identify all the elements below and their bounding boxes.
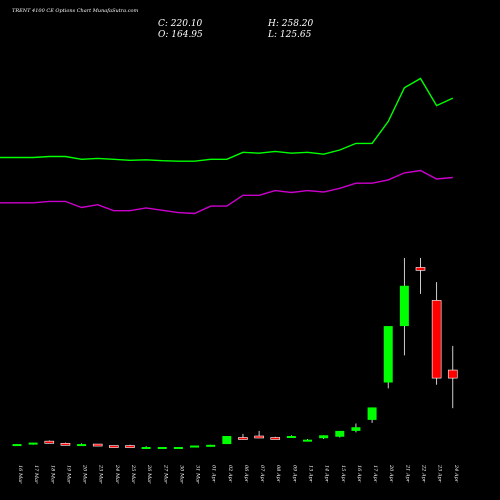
candles — [12, 257, 458, 450]
candle-body-up — [222, 436, 232, 445]
candle-body-up — [319, 435, 329, 439]
candle — [238, 433, 248, 440]
candle — [28, 442, 38, 445]
candle — [206, 444, 216, 447]
candle — [270, 436, 281, 440]
candle — [319, 435, 329, 439]
candle-body-up — [157, 447, 167, 450]
candle-body-up — [141, 447, 151, 450]
chart-title: TRENT 4100 CE Options Chart MunafaSutra.… — [12, 8, 139, 14]
x-tick-label: 25 Mar — [130, 464, 136, 484]
candle — [351, 423, 361, 433]
x-tick-label: 20 Mar — [82, 464, 88, 484]
candle — [383, 326, 393, 389]
candle-body-up — [206, 444, 216, 447]
x-tick-label: 16 Mar — [17, 465, 23, 484]
x-tick-label: 17 Apr — [372, 465, 378, 483]
x-tick-label: 08 Apr — [275, 465, 281, 483]
candle-body-up — [351, 427, 361, 431]
candle-body-up — [286, 436, 296, 439]
candle — [254, 430, 264, 439]
candle-body-down — [431, 300, 442, 379]
candle-body-down — [447, 369, 458, 379]
x-tick-label: 23 Mar — [98, 464, 104, 484]
high-price-label: H: 258.20 — [267, 19, 314, 29]
candle-body-down — [270, 437, 281, 440]
x-tick-label: 23 Apr — [437, 464, 443, 483]
low-price-label: L: 125.65 — [267, 30, 312, 40]
candle — [125, 444, 135, 448]
candle — [77, 443, 87, 447]
candle-body-up — [383, 326, 393, 383]
candle — [286, 435, 296, 439]
candle — [173, 447, 183, 450]
x-tick-label: 30 Mar — [178, 465, 184, 484]
close-price-label: C: 220.10 — [158, 19, 203, 29]
x-tick-label: 26 Mar — [146, 464, 152, 484]
x-tick-label: 01 Apr — [211, 465, 217, 483]
x-tick-label: 02 Apr — [227, 465, 233, 483]
x-tick-label: 14 Apr — [324, 465, 330, 483]
candle-body-down — [238, 437, 248, 440]
candle-body-up — [399, 285, 409, 327]
x-tick-label: 27 Mar — [162, 464, 168, 484]
candle — [12, 444, 22, 447]
candle — [447, 345, 458, 409]
x-tick-label: 18 Mar — [49, 465, 55, 484]
candle-body-down — [125, 445, 135, 448]
candle-body-down — [60, 443, 71, 446]
x-tick-label: 22 Apr — [421, 464, 427, 483]
x-tick-label: 20 Apr — [388, 464, 394, 483]
candle — [60, 442, 71, 446]
x-tick-label: 07 Apr — [259, 465, 265, 483]
candle — [222, 436, 232, 445]
candle-body-down — [254, 435, 264, 439]
candle — [335, 430, 345, 438]
indicator-line-1 — [0, 77, 454, 162]
candle — [44, 440, 55, 444]
candle — [190, 445, 200, 448]
x-axis-ticks: 16 Mar 17 Mar 18 Mar 19 Mar 20 Mar 23 Mar 24 M… — [17, 464, 459, 484]
x-tick-label: 31 Mar — [195, 465, 201, 484]
candle — [303, 438, 313, 442]
x-tick-label: 19 Mar — [65, 465, 71, 484]
x-tick-label: 17 Mar — [33, 465, 39, 484]
x-tick-label: 21 Apr — [404, 464, 410, 483]
candle-body-down — [109, 445, 119, 448]
candle-body-up — [190, 445, 200, 448]
x-tick-label: 09 Apr — [291, 465, 297, 483]
indicator-lines — [0, 77, 454, 215]
open-price-label: O: 164.95 — [158, 30, 203, 40]
candle — [399, 257, 409, 356]
candle-body-up — [77, 444, 87, 447]
candle — [157, 447, 167, 450]
candle — [367, 407, 377, 423]
candle — [141, 446, 151, 450]
x-tick-label: 13 Apr — [308, 465, 314, 483]
x-tick-label: 06 Apr — [243, 465, 249, 483]
candle — [431, 282, 442, 385]
candle — [109, 445, 119, 448]
candle-body-down — [92, 443, 103, 447]
candle-body-up — [367, 407, 377, 420]
x-tick-label: 15 Apr — [340, 465, 346, 483]
candle-body-up — [335, 430, 345, 437]
candle-body-down — [44, 440, 55, 444]
candle-body-up — [12, 444, 22, 447]
candle-body-up — [173, 447, 183, 450]
candle-body-up — [303, 439, 313, 442]
candle-body-up — [28, 442, 38, 445]
candle — [92, 443, 103, 447]
candle-body-down — [415, 267, 426, 271]
x-tick-label: 24 Mar — [114, 464, 120, 484]
x-tick-label: 16 Apr — [356, 465, 362, 483]
x-tick-label: 24 Apr — [453, 464, 459, 483]
indicator-line-2 — [0, 169, 453, 215]
candle — [415, 257, 426, 294]
